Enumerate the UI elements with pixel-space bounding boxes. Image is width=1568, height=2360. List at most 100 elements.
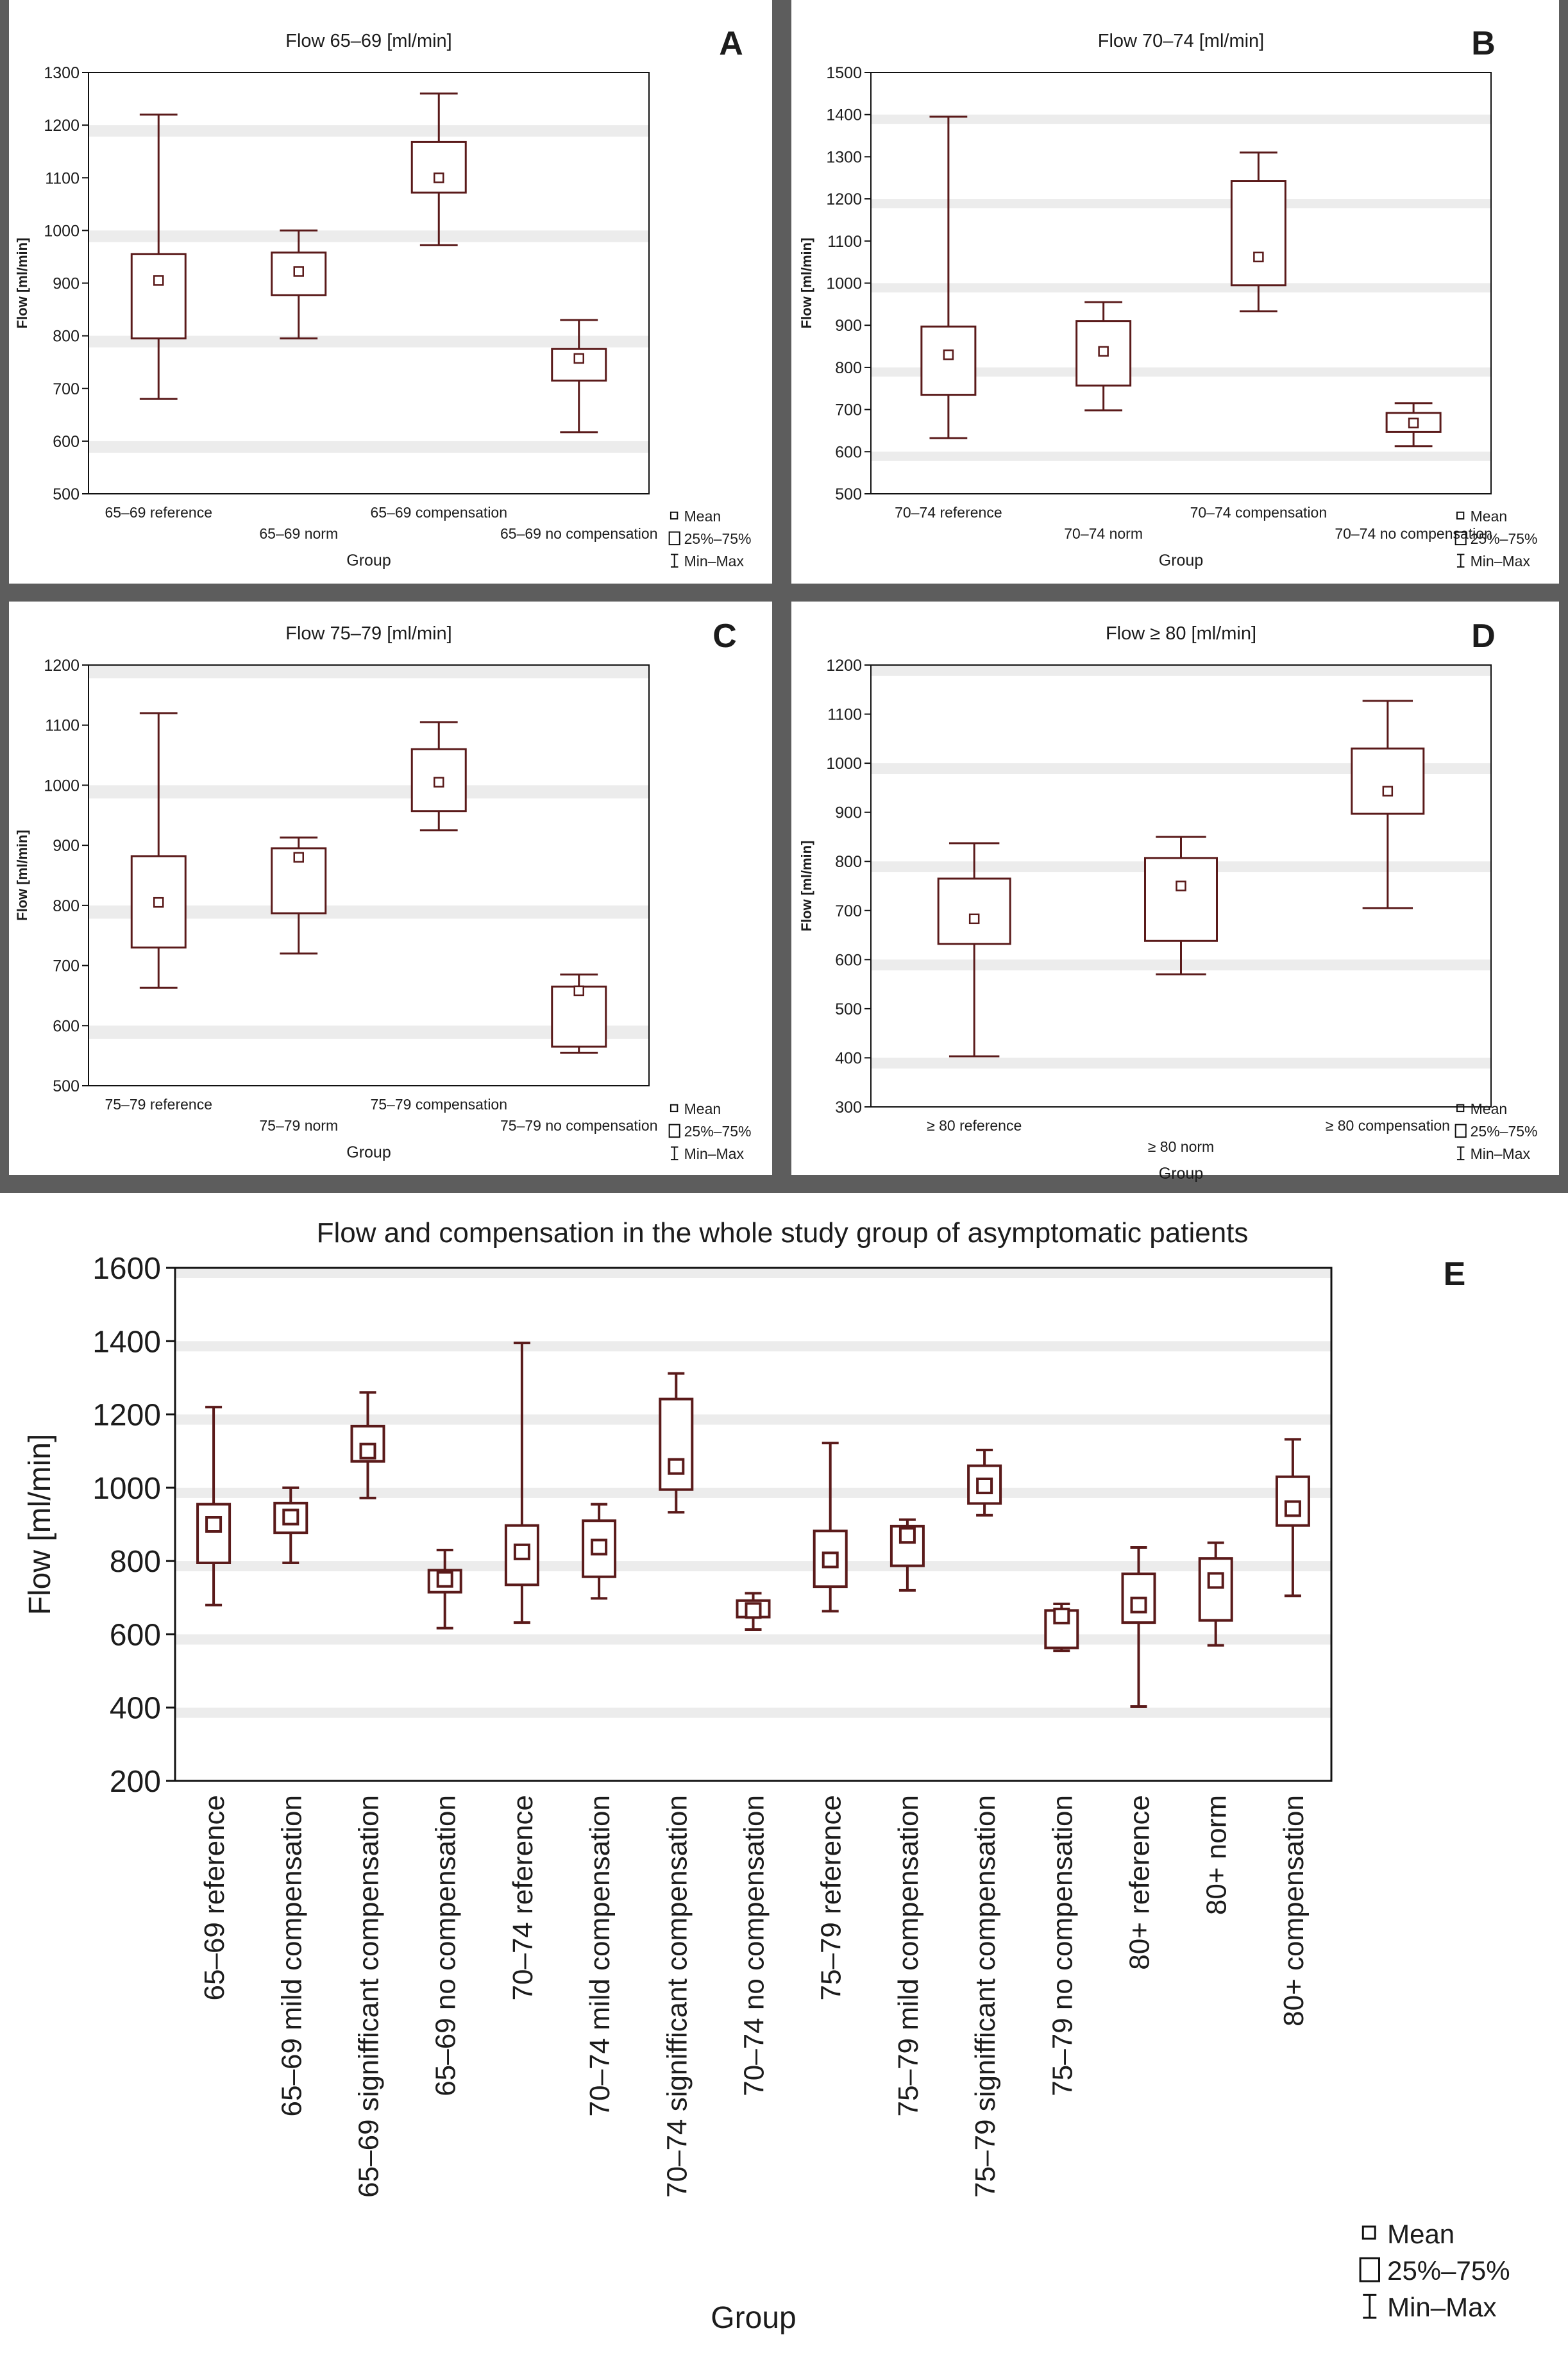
panel-divider-horizontal-bottom	[0, 1175, 1568, 1193]
x-tick-label: 70–74 norm	[1064, 525, 1143, 542]
y-tick-label: 600	[110, 1618, 161, 1652]
legend-label: Mean	[1471, 508, 1508, 525]
grid-band	[175, 1268, 1331, 1278]
iqr-box	[1075, 320, 1132, 387]
grid-band	[89, 665, 649, 678]
grid-band	[871, 367, 1491, 377]
legend-label: Mean	[1471, 1100, 1508, 1117]
x-tick-label: 75–79 reference	[105, 1096, 212, 1113]
y-tick-label: 800	[110, 1545, 161, 1579]
mean-marker	[153, 275, 164, 286]
y-tick-label: 700	[835, 902, 862, 920]
iqr-box	[1385, 412, 1442, 433]
y-tick-label: 500	[835, 1000, 862, 1018]
grid-band	[175, 1707, 1331, 1718]
x-tick-label: 70–74 no compensation	[739, 1795, 770, 2096]
legend-label: 25%–75%	[684, 530, 752, 547]
iqr-box	[196, 1503, 232, 1565]
mean-marker	[1382, 786, 1394, 796]
grid-band	[871, 451, 1491, 461]
y-tick-label: 600	[835, 951, 862, 969]
x-tick-label: 65–69 norm	[259, 525, 338, 542]
grid-band	[871, 199, 1491, 208]
iqr-box	[659, 1397, 694, 1491]
x-tick-label: 65–69 no compensation	[430, 1795, 462, 2096]
legend-box-icon	[668, 1124, 680, 1138]
iqr-box	[1198, 1557, 1233, 1622]
y-tick-label: 1400	[826, 106, 862, 124]
mean-marker	[293, 266, 304, 277]
mean-marker	[668, 1458, 685, 1475]
mean-marker	[968, 913, 980, 925]
x-tick-label: 75–79 no compensation	[1047, 1795, 1078, 2096]
mean-marker	[205, 1516, 223, 1533]
grid-band	[871, 1058, 1491, 1069]
x-axis-label: Group	[1159, 552, 1203, 569]
iqr-box	[1230, 180, 1286, 287]
y-tick-label: 500	[53, 485, 80, 503]
iqr-box	[967, 1464, 1002, 1505]
y-axis-label: Flow [ml/min]	[798, 238, 814, 329]
legend-box-icon	[1359, 2257, 1381, 2282]
y-tick-label: 700	[53, 957, 80, 975]
y-tick-label: 1000	[826, 755, 862, 773]
y-tick-label: 1000	[44, 222, 80, 240]
x-axis-label: Group	[346, 552, 391, 569]
y-tick-label: 1000	[44, 777, 80, 795]
legend-label: 25%–75%	[1387, 2255, 1510, 2286]
x-tick-label: 70–74 reference	[507, 1795, 539, 2000]
x-tick-label: 70–74 compensation	[1190, 504, 1328, 521]
grid-band	[89, 1025, 649, 1039]
mean-marker	[434, 777, 444, 788]
legend-label: 25%–75%	[1471, 530, 1538, 547]
legend-label: Min–Max	[1471, 1145, 1531, 1162]
y-tick-label: 600	[53, 1017, 80, 1035]
legend-mean-icon	[670, 1104, 679, 1113]
x-tick-label: 80+ reference	[1124, 1795, 1156, 1970]
mean-marker	[359, 1442, 376, 1460]
y-tick-label: 400	[110, 1692, 161, 1726]
x-tick-label: 65–69 no compensation	[500, 525, 658, 542]
mean-marker	[1130, 1596, 1147, 1614]
x-tick-label: 65–69 reference	[105, 504, 212, 521]
legend-box-icon	[668, 531, 680, 546]
chart-title: Flow and compensation in the whole study…	[317, 1217, 1249, 1249]
y-tick-label: 1200	[826, 657, 862, 675]
y-tick-label: 900	[835, 317, 862, 335]
x-axis-label: Group	[1159, 1165, 1203, 1183]
y-tick-label: 1100	[45, 717, 80, 735]
chart-title: Flow 65–69 [ml/min]	[285, 31, 452, 51]
grid-band	[871, 283, 1491, 292]
y-tick-label: 900	[53, 275, 80, 293]
x-tick-label: 65–69 signifficant compensation	[353, 1795, 385, 2198]
x-tick-label: 70–74 mild compensation	[584, 1795, 616, 2116]
x-tick-label: 75–79 reference	[816, 1795, 847, 2000]
y-axis-label: Flow [ml/min]	[23, 1434, 57, 1615]
grid-band	[89, 785, 649, 799]
iqr-box	[410, 140, 467, 194]
mean-marker	[898, 1527, 916, 1544]
plot-frame	[174, 1267, 1333, 1782]
y-tick-label: 1100	[827, 233, 862, 251]
y-tick-label: 1100	[827, 706, 862, 724]
x-tick-label: 75–79 signifficant compensation	[970, 1795, 1001, 2198]
y-tick-label: 1200	[44, 117, 80, 135]
y-tick-label: 400	[835, 1049, 862, 1067]
x-tick-label: 70–74 reference	[895, 504, 1002, 521]
grid-band	[871, 665, 1491, 676]
iqr-box	[582, 1519, 617, 1578]
y-tick-label: 1200	[826, 190, 862, 208]
legend-mean-icon	[1361, 2225, 1376, 2240]
chart-title: Flow 75–79 [ml/min]	[285, 623, 452, 644]
chart-title: Flow ≥ 80 [ml/min]	[1106, 623, 1256, 644]
mean-marker	[573, 985, 584, 997]
legend-label: Mean	[684, 1100, 721, 1117]
mean-marker	[293, 852, 304, 863]
x-tick-label: ≥ 80 compensation	[1326, 1117, 1450, 1134]
y-tick-label: 1300	[44, 64, 80, 82]
